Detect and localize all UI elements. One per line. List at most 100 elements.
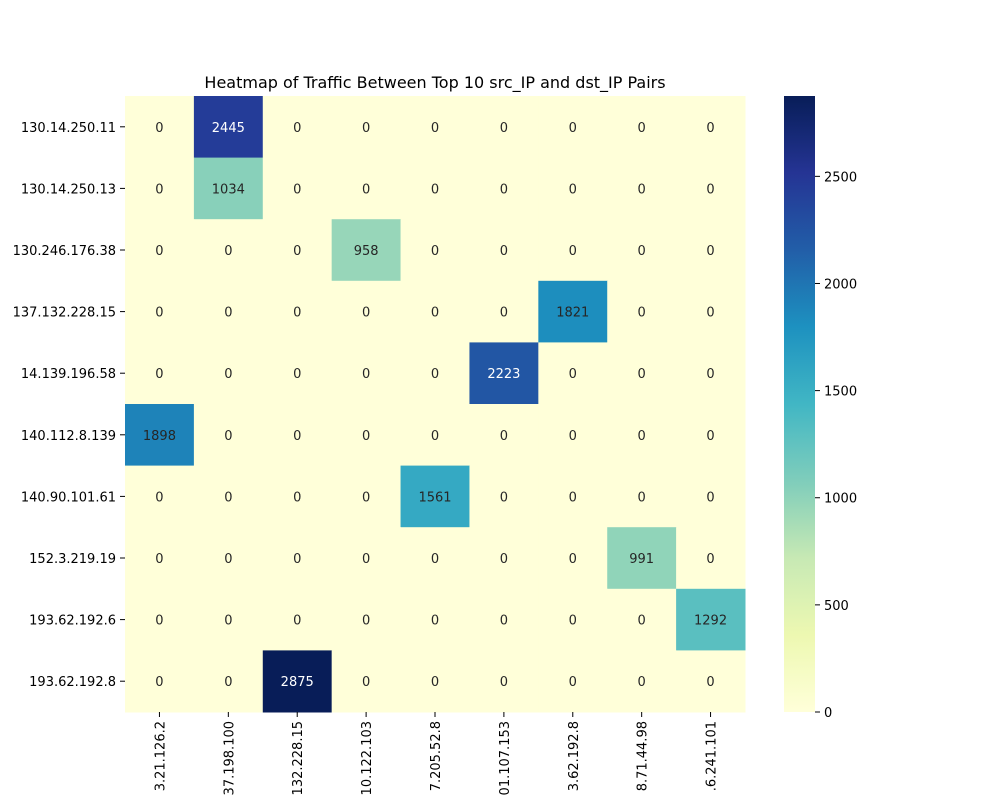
cell-value-label: 0	[224, 614, 232, 629]
cell-value-label: 0	[638, 429, 646, 444]
cell-value-label: 991	[629, 552, 654, 567]
cell-value-label: 0	[569, 675, 577, 690]
heatmap-cell	[400, 404, 470, 467]
cell-value-label: 0	[638, 367, 646, 382]
cell-value-label: 0	[155, 490, 163, 505]
heatmap-cell	[676, 465, 746, 528]
cell-value-label: 0	[431, 306, 439, 321]
cell-value-label: 0	[500, 182, 508, 197]
heatmap-cell	[262, 342, 333, 405]
heatmap-cell	[676, 219, 746, 282]
heatmap-cell	[125, 157, 195, 220]
cell-value-label: 0	[155, 675, 163, 690]
heatmap-cell	[331, 527, 402, 590]
heatmap-cell	[262, 588, 333, 651]
cell-value-label: 0	[500, 429, 508, 444]
cell-value-label: 0	[569, 244, 577, 259]
cell-value-label: 0	[293, 244, 301, 259]
heatmap-cell	[125, 96, 195, 159]
cell-value-label: 0	[500, 552, 508, 567]
heatmap-cell	[469, 219, 539, 282]
heatmap-cell	[469, 342, 539, 405]
heatmap-cell	[331, 588, 402, 651]
cell-value-label: 0	[155, 614, 163, 629]
cell-value-label: 0	[362, 121, 370, 136]
cell-value-label: 958	[354, 244, 379, 259]
heatmap-cell	[400, 342, 470, 405]
cell-value-label: 0	[638, 306, 646, 321]
heatmap-cell	[469, 280, 539, 343]
colorbar-tick-label: 2000	[824, 277, 857, 292]
cell-value-label: 0	[706, 306, 714, 321]
heatmap-cell	[676, 342, 746, 405]
heatmap-cell	[676, 157, 746, 220]
heatmap-cell	[607, 96, 677, 159]
heatmap-cells	[125, 96, 746, 713]
cell-value-label: 0	[431, 367, 439, 382]
heatmap-cell	[469, 650, 539, 713]
colorbar: 0 500 1000 1500 2000 2500	[784, 96, 857, 721]
y-tick-label: 140.90.101.61	[21, 490, 116, 505]
colorbar-tick-label: 1500	[824, 385, 857, 400]
heatmap-cell	[193, 465, 264, 528]
heatmap-cell	[400, 527, 470, 590]
cell-value-label: 1898	[143, 429, 176, 444]
cell-value-label: 0	[638, 675, 646, 690]
cell-value-label: 0	[638, 244, 646, 259]
cell-value-label: 0	[569, 552, 577, 567]
cell-value-label: 0	[362, 367, 370, 382]
cell-value-label: 0	[569, 367, 577, 382]
cell-value-label: 0	[431, 182, 439, 197]
y-tick-label: 193.62.192.6	[29, 614, 116, 629]
cell-value-label: 0	[362, 675, 370, 690]
colorbar-tick-label: 0	[824, 706, 832, 721]
cell-value-label: 0	[500, 121, 508, 136]
cell-value-label: 0	[431, 614, 439, 629]
cell-value-label: 0	[224, 367, 232, 382]
heatmap-cell	[262, 219, 333, 282]
y-tick-label: 140.112.8.139	[21, 429, 116, 444]
heatmap-cell	[607, 465, 677, 528]
cell-value-label: 0	[431, 675, 439, 690]
heatmap-cell	[193, 219, 264, 282]
heatmap-cell	[469, 588, 539, 651]
y-tick-label: 130.14.250.13	[21, 182, 116, 197]
cell-value-label: 0	[638, 614, 646, 629]
heatmap-cell	[400, 280, 470, 343]
heatmap-cell	[193, 96, 264, 159]
heatmap-cell	[676, 96, 746, 159]
cell-value-label: 0	[431, 244, 439, 259]
cell-value-label: 0	[224, 675, 232, 690]
heatmap-cell	[125, 404, 195, 467]
cell-value-label: 2875	[281, 675, 314, 690]
heatmap-cell	[193, 588, 264, 651]
heatmap-cell	[607, 404, 677, 467]
heatmap-cell	[262, 465, 333, 528]
cell-value-label: 0	[706, 552, 714, 567]
heatmap-cell	[676, 650, 746, 713]
y-tick-label: 14.139.196.58	[21, 367, 116, 382]
heatmap-cell	[331, 219, 402, 282]
heatmap-cell	[262, 96, 333, 159]
heatmap-cell	[193, 342, 264, 405]
cell-value-label: 0	[638, 121, 646, 136]
cell-value-label: 0	[362, 429, 370, 444]
heatmap-cell	[193, 527, 264, 590]
heatmap-cell	[262, 650, 333, 713]
heatmap-cell	[469, 404, 539, 467]
heatmap-cell	[538, 650, 608, 713]
heatmap-cell	[469, 527, 539, 590]
y-axis: 130.14.250.11 130.14.250.13 130.246.176.38…	[13, 121, 125, 690]
y-tick-label: 193.62.192.8	[29, 675, 116, 690]
cell-value-label: 0	[362, 614, 370, 629]
x-tick-label: 3.21.126.2	[153, 721, 168, 791]
heatmap-cell	[125, 527, 195, 590]
heatmap-cell	[331, 650, 402, 713]
cell-value-label: 0	[362, 490, 370, 505]
heatmap-cell	[262, 157, 333, 220]
heatmap-cell	[538, 157, 608, 220]
heatmap-cell	[400, 588, 470, 651]
x-tick-label: 01.107.153	[498, 721, 513, 795]
y-tick-label: 130.246.176.38	[13, 244, 116, 259]
heatmap-cell	[331, 157, 402, 220]
